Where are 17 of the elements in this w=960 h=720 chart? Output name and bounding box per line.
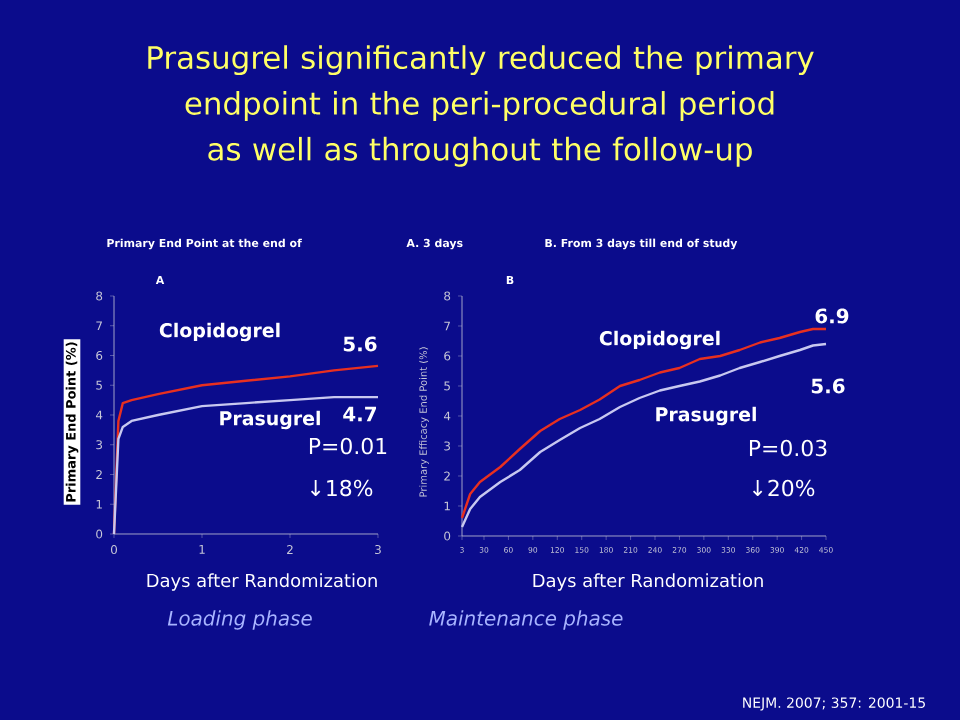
annotation: ↓18% bbox=[310, 479, 373, 497]
text: Prasugrel significantly reduced the primary endpoint in the peri-procedural period as well as throughout the follow-up bbox=[148, 45, 814, 167]
text: Loading phase bbox=[167, 610, 312, 630]
series-label: Clopidogrel bbox=[159, 322, 280, 342]
x-axis-title: Days after Randomization bbox=[533, 573, 763, 591]
annotation: 5.6 bbox=[343, 336, 377, 352]
annotation: 6.9 bbox=[815, 308, 849, 324]
annotation: 4.7 bbox=[343, 406, 377, 422]
annotation: P=0.03 bbox=[749, 439, 827, 457]
text: Maintenance phase bbox=[429, 610, 623, 630]
annotation: ↓20% bbox=[752, 479, 815, 497]
annotation: P=0.01 bbox=[309, 437, 387, 455]
annotation: 5.6 bbox=[811, 378, 845, 394]
x-axis-title: Days after Randomization bbox=[147, 573, 377, 591]
series-label: Prasugrel bbox=[656, 406, 756, 426]
series-label: Prasugrel bbox=[220, 410, 320, 430]
series-label: Clopidogrel bbox=[599, 330, 720, 350]
